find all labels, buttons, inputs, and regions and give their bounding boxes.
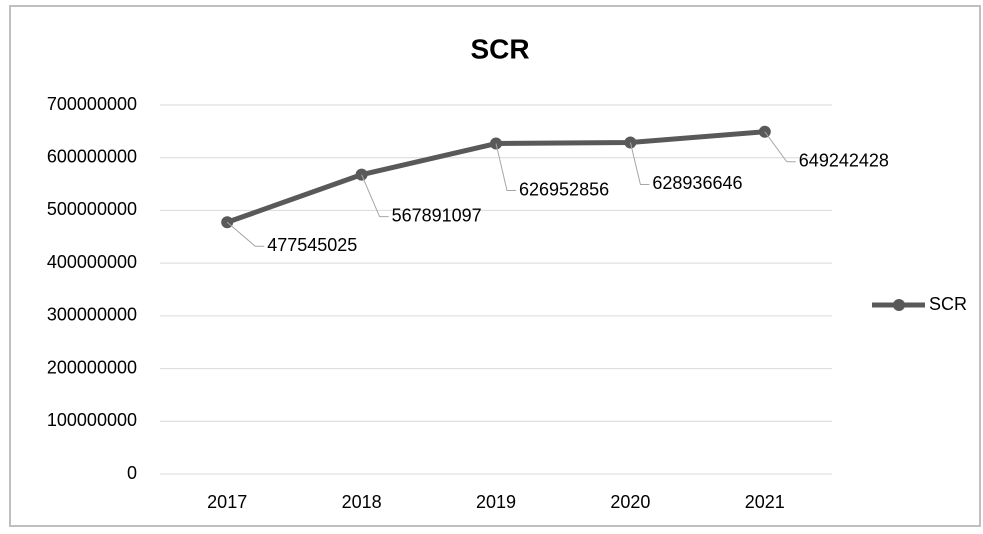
leader-line xyxy=(764,131,796,163)
y-tick-label: 200000000 xyxy=(47,357,137,377)
x-tick-label: 2020 xyxy=(610,492,650,512)
data-label: 567891097 xyxy=(392,205,482,225)
data-label: 649242428 xyxy=(799,151,889,171)
x-tick-label: 2021 xyxy=(745,492,785,512)
leader-line xyxy=(629,142,650,185)
y-tick-label: 300000000 xyxy=(47,305,137,325)
leader-line xyxy=(495,143,516,192)
y-tick-label: 0 xyxy=(127,463,137,483)
y-tick-label: 100000000 xyxy=(47,410,137,430)
y-tick-label: 700000000 xyxy=(47,94,137,114)
chart-frame xyxy=(9,5,981,527)
data-label: 626952856 xyxy=(519,179,609,199)
data-label: 477545025 xyxy=(267,235,357,255)
x-tick-label: 2017 xyxy=(207,492,247,512)
y-tick-label: 400000000 xyxy=(47,252,137,272)
leader-line xyxy=(361,174,389,218)
y-tick-label: 500000000 xyxy=(47,199,137,219)
data-label: 628936646 xyxy=(652,173,742,193)
chart-title: SCR xyxy=(470,33,529,64)
y-tick-label: 600000000 xyxy=(47,146,137,166)
x-tick-label: 2018 xyxy=(342,492,382,512)
x-tick-label: 2019 xyxy=(476,492,516,512)
legend-label: SCR xyxy=(929,294,967,314)
legend-marker xyxy=(893,299,905,311)
leader-line xyxy=(226,221,265,247)
